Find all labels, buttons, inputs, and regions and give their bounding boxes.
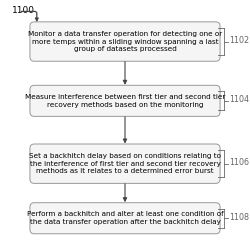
Text: Measure interference between first tier and second tier
recovery methods based o: Measure interference between first tier …	[25, 94, 225, 108]
Text: 1104: 1104	[229, 95, 249, 104]
FancyBboxPatch shape	[30, 203, 220, 234]
Text: 1106: 1106	[229, 158, 249, 167]
FancyBboxPatch shape	[30, 144, 220, 183]
Text: Set a backhitch delay based on conditions relating to
the interference of first : Set a backhitch delay based on condition…	[29, 153, 221, 174]
FancyBboxPatch shape	[30, 85, 220, 116]
FancyBboxPatch shape	[30, 22, 220, 61]
Text: Monitor a data transfer operation for detecting one or
more temps within a slidi: Monitor a data transfer operation for de…	[28, 31, 222, 52]
Text: 1100: 1100	[12, 6, 35, 15]
Text: Perform a backhitch and alter at least one condition of
the data transfer operat: Perform a backhitch and alter at least o…	[27, 211, 223, 225]
Text: 1108: 1108	[229, 212, 249, 221]
Text: 1102: 1102	[229, 36, 249, 45]
